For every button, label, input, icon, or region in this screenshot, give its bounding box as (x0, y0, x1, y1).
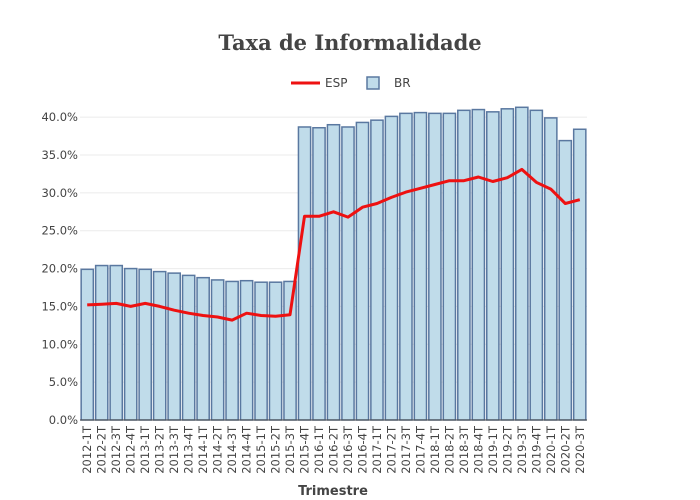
bar (196, 276, 210, 421)
bar (138, 268, 153, 421)
x-tick-label: 2014-3T (225, 425, 239, 474)
x-axis-title: Trimestre (298, 484, 368, 499)
y-tick-label: 35.0% (41, 148, 78, 162)
bar (167, 272, 181, 421)
x-tick-label: 2013-4T (182, 425, 196, 474)
legend[interactable]: ESP BR (291, 76, 411, 90)
x-tick-label: 2015-4T (298, 425, 312, 474)
x-tick-label: 2013-2T (153, 425, 167, 474)
x-tick-label: 2015-3T (283, 425, 297, 474)
bar (413, 111, 428, 421)
legend-label-esp: ESP (325, 76, 347, 90)
x-tick-labels: 2012-1T 2012-2T 2012-3T 2012-4T 2013-1T 2013-… (80, 425, 587, 474)
bar (428, 112, 442, 421)
y-tick-label: 15.0% (41, 299, 78, 313)
y-tick-label: 10.0% (41, 337, 78, 351)
x-tick-label: 2014-1T (196, 425, 210, 474)
y-tick-label: 40.0% (41, 110, 78, 124)
y-tick-label: 30.0% (41, 186, 78, 200)
x-tick-label: 2015-1T (254, 425, 268, 474)
x-tick-label: 2019-4T (529, 425, 543, 474)
x-tick-label: 2014-2T (211, 425, 225, 474)
legend-label-br: BR (394, 76, 411, 90)
x-tick-label: 2017-1T (370, 425, 384, 474)
bar (529, 109, 544, 421)
bar (94, 264, 109, 421)
x-tick-label: 2016-3T (341, 425, 355, 474)
x-tick-label: 2017-3T (399, 425, 413, 474)
bar (312, 126, 326, 421)
legend-swatch-br (366, 76, 380, 90)
x-tick-label: 2018-4T (471, 425, 485, 474)
bar (181, 274, 196, 421)
x-tick-label: 2018-3T (457, 425, 471, 474)
bar (283, 280, 297, 421)
bar (297, 126, 312, 421)
x-tick-label: 2017-2T (384, 425, 398, 474)
x-tick-label: 2020-1T (544, 425, 558, 474)
x-tick-label: 2019-1T (486, 425, 500, 474)
bar (123, 267, 138, 421)
bar (341, 126, 355, 421)
x-tick-label: 2016-4T (355, 425, 369, 474)
y-tick-label: 5.0% (49, 375, 78, 389)
bar (239, 279, 254, 421)
line-series-esp (87, 167, 581, 322)
bar (268, 281, 283, 421)
x-tick-label: 2016-2T (327, 425, 341, 474)
y-tick-labels: 0.0% 5.0% 10.0% 15.0% 20.0% 25.0% 30.0% 35.0% 40… (41, 110, 78, 427)
x-tick-label: 2012-1T (80, 425, 94, 474)
bar (254, 281, 268, 421)
y-tick-label: 0.0% (49, 413, 78, 427)
bar (80, 268, 95, 421)
bar-series-br (80, 106, 587, 421)
line-path (87, 167, 581, 322)
bar (514, 106, 529, 421)
x-tick-label: 2020-2T (558, 425, 572, 474)
bar (152, 270, 167, 421)
x-tick-label: 2013-1T (138, 425, 152, 474)
x-tick-label: 2013-3T (167, 425, 181, 474)
bar (355, 121, 370, 421)
bar (109, 264, 124, 421)
x-tick-label: 2015-2T (269, 425, 283, 474)
x-tick-label: 2012-4T (124, 425, 138, 474)
chart-title: Taxa de Informalidade (218, 30, 481, 55)
x-tick-label: 2019-3T (515, 425, 529, 474)
bar (486, 111, 500, 421)
x-tick-label: 2018-1T (428, 425, 442, 474)
y-tick-label: 25.0% (41, 224, 78, 238)
x-tick-label: 2019-2T (500, 425, 514, 474)
bar (543, 117, 558, 421)
x-tick-label: 2020-3T (573, 425, 587, 474)
y-tick-label: 20.0% (41, 262, 78, 276)
bar (558, 139, 573, 421)
bar (500, 108, 515, 421)
bar (225, 280, 239, 421)
bar (210, 279, 225, 421)
x-tick-label: 2018-2T (442, 425, 456, 474)
bar (326, 123, 341, 421)
x-tick-label: 2014-4T (240, 425, 254, 474)
bar (457, 109, 471, 421)
bar (442, 112, 457, 421)
x-tick-label: 2016-1T (312, 425, 326, 474)
x-tick-label: 2012-2T (95, 425, 109, 474)
bar (572, 128, 587, 421)
x-tick-label: 2012-3T (109, 425, 123, 474)
bar (384, 115, 399, 421)
bar (370, 119, 384, 421)
bar (471, 108, 486, 421)
x-tick-label: 2017-4T (413, 425, 427, 474)
bar (399, 112, 413, 421)
